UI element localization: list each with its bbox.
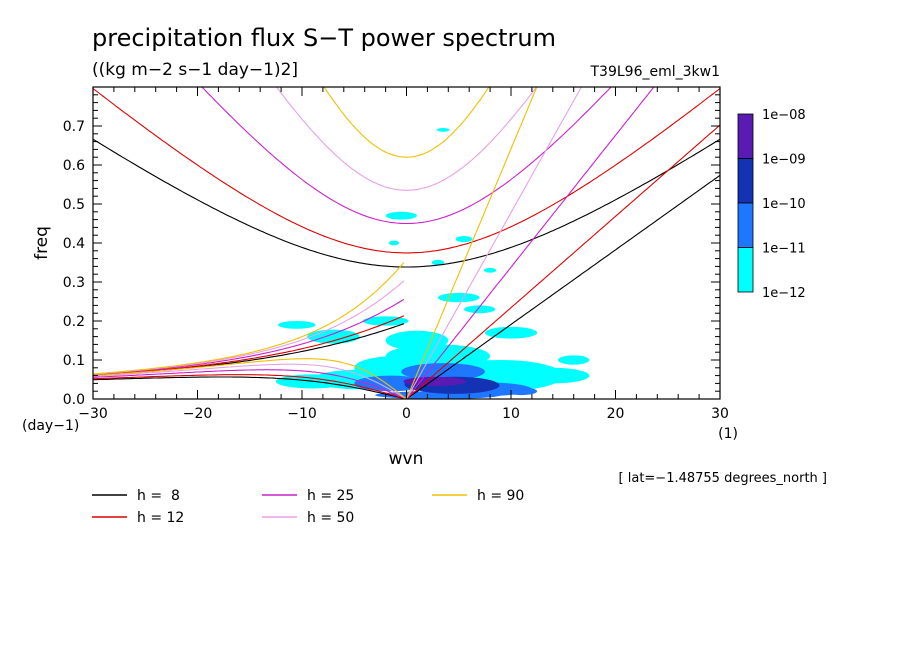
spectral-blob [401, 363, 485, 381]
spectral-blob [484, 326, 538, 339]
dispersion-curve [93, 87, 538, 399]
x-tick-label: 0 [402, 406, 411, 422]
legend: h = 8 h = 12 h = 25 h = 50 h = 90 [92, 488, 524, 526]
spectral-blob [483, 267, 497, 273]
colorbar-label: 1e−08 [762, 108, 806, 123]
dispersion-curve-kelvin [406, 174, 720, 399]
dispersion-curve-ig [323, 87, 490, 158]
y-tick-label: 0.7 [63, 119, 85, 135]
legend-item: h = 8 [92, 488, 180, 504]
colorbar-swatch [737, 202, 754, 248]
dispersion-curve-mrg [93, 298, 405, 376]
x-axis-units: (1) [718, 426, 738, 442]
dispersion-curve-ig [201, 87, 612, 225]
colorbar-swatch [737, 247, 754, 293]
spectral-blob [436, 127, 450, 132]
dispersion-curve-ig [93, 88, 720, 254]
dispersion-curve-er [93, 376, 407, 399]
y-tick-label: 0.1 [63, 353, 85, 369]
colorbar-label: 1e−11 [762, 242, 806, 257]
legend-item: h = 12 [92, 510, 184, 526]
dispersion-curve-mrg [93, 315, 405, 376]
y-tick-label: 0.4 [63, 236, 85, 252]
spectral-blob [455, 235, 473, 243]
dispersion-curve-ig [93, 138, 720, 268]
dispersion-curve-er [93, 363, 407, 399]
colorbar-swatch [737, 158, 754, 204]
spectral-blob [505, 387, 538, 396]
x-axis-ticks: −30 −20 −10 0 10 20 30 [78, 87, 729, 422]
legend-label: h = 25 [307, 488, 354, 504]
spectral-blob [463, 305, 496, 314]
dispersion-curve-mrg [93, 262, 405, 375]
y-tick-label: 0.0 [63, 392, 85, 408]
chart-title: precipitation flux S−T power spectrum [92, 24, 556, 52]
spectral-blob [516, 367, 590, 384]
colorbar-label: 1e−09 [762, 153, 806, 168]
x-axis-label: wvn [389, 449, 424, 469]
x-tick-label: −30 [78, 406, 108, 422]
colorbar-swatch [737, 113, 754, 159]
legend-item: h = 50 [262, 510, 354, 526]
spectral-contours [275, 127, 590, 399]
dispersion-curve-er [93, 358, 407, 399]
spectral-blob [388, 240, 400, 246]
spectral-blob [385, 211, 417, 220]
colorbar: 1e−08 1e−09 1e−10 1e−11 1e−12 [737, 108, 806, 301]
dispersion-curve-er [93, 369, 407, 399]
y-axis-units: (day−1) [22, 418, 79, 434]
spectral-blob [431, 259, 445, 266]
spectral-blob [558, 355, 590, 365]
x-tick-label: −20 [183, 406, 213, 422]
chart-subtitle: ((kg m−2 s−1 day−1)2] [92, 60, 298, 80]
y-axis-label: freq [32, 226, 52, 260]
dispersion-curve [93, 87, 655, 399]
spectral-blob [437, 292, 480, 303]
y-axis-ticks: 0.0 0.1 0.2 0.3 0.4 0.5 0.6 0.7 [63, 94, 720, 408]
y-tick-label: 0.3 [63, 275, 85, 291]
x-tick-label: 20 [607, 406, 625, 422]
dispersion-curve [93, 88, 720, 399]
legend-item: h = 90 [432, 488, 524, 504]
latitude-footnote: [ lat=−1.48755 degrees_north ] [619, 471, 827, 486]
spectral-blob [277, 321, 316, 329]
x-tick-label: 30 [711, 406, 729, 422]
legend-label: h = 8 [137, 488, 180, 504]
dispersion-curve-kelvin [405, 87, 538, 399]
dispersion-curve-kelvin [406, 124, 720, 399]
dispersion-curves [93, 87, 720, 399]
legend-label: h = 90 [477, 488, 524, 504]
y-tick-label: 0.2 [63, 314, 85, 330]
dispersion-curve-kelvin [406, 87, 582, 399]
x-tick-label: 10 [502, 406, 520, 422]
spectral-blob [385, 344, 491, 368]
y-tick-label: 0.6 [63, 158, 85, 174]
legend-label: h = 12 [137, 510, 184, 526]
x-tick-label: −10 [287, 406, 317, 422]
colorbar-label: 1e−10 [762, 197, 806, 212]
run-label: T39L96_eml_3kw1 [590, 64, 721, 80]
dispersion-curve-ig [275, 87, 538, 191]
dispersion-curve-kelvin [406, 87, 655, 399]
y-tick-label: 0.5 [63, 197, 85, 213]
legend-label: h = 50 [307, 510, 354, 526]
legend-item: h = 25 [262, 488, 354, 504]
dispersion-curve-er [93, 374, 407, 399]
colorbar-label: 1e−12 [762, 286, 806, 301]
